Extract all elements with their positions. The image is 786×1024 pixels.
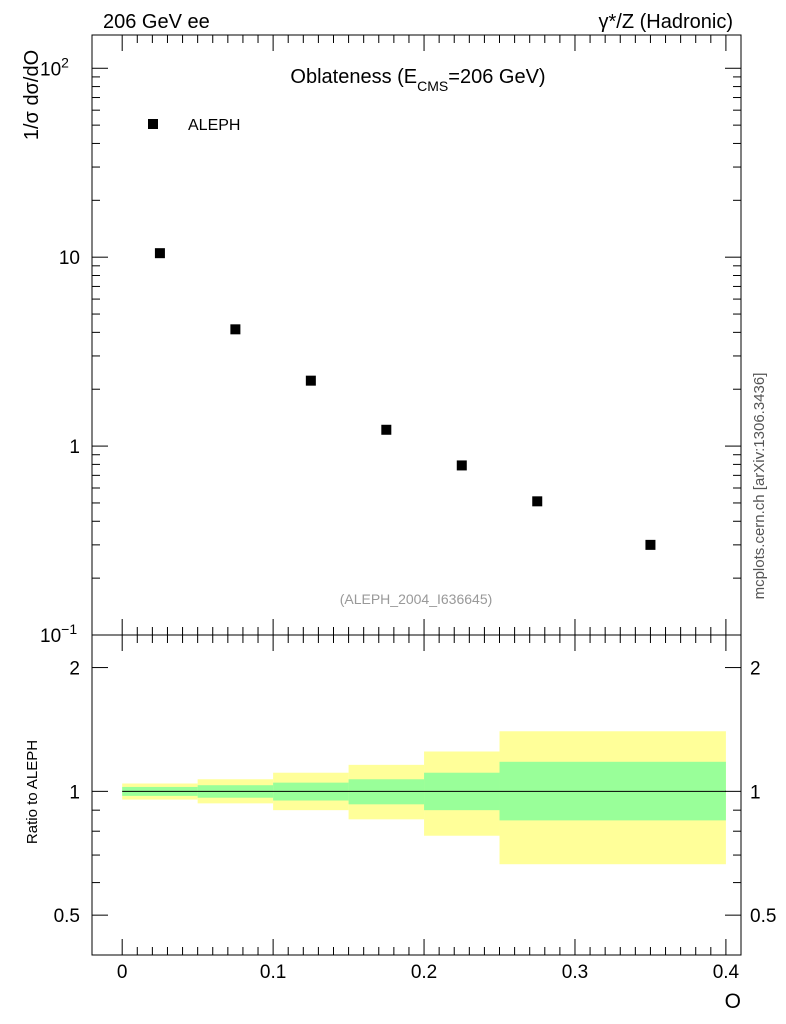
legend-entry-aleph: ALEPH	[188, 117, 240, 134]
legend: ALEPH	[148, 117, 240, 134]
data-point-aleph	[305, 375, 316, 386]
main-y-axis-ticks: 10−1 1 10 102	[40, 54, 741, 647]
x-axis-label: O	[725, 990, 741, 1013]
main-y-tick-label: 102	[40, 54, 69, 80]
ratio-x-axis-ticks: 0 0.1 0.2 0.3 0.4	[117, 635, 740, 983]
main-plot-panel: 10−1 1 10 102 Oblateness (ECMS=206 GeV) 1/σ…	[21, 34, 742, 647]
ratio-y-axis-ticks: 0.5 0.5 1 1 2 2	[54, 659, 776, 956]
x-tick-label: 0.1	[260, 962, 286, 983]
data-point-aleph	[532, 496, 543, 507]
x-tick-label: 0.3	[562, 962, 588, 983]
header-left-label: 206 GeV ee	[103, 11, 210, 33]
ratio-uncertainty-bands	[122, 731, 726, 865]
watermark: mcplots.cern.ch [arXiv:1306.3436]	[751, 373, 768, 600]
ratio-plot-frame	[91, 634, 742, 956]
legend-marker	[148, 119, 158, 129]
data-point-aleph	[381, 424, 392, 435]
data-point-aleph	[230, 324, 241, 335]
main-data-points	[154, 248, 656, 550]
ratio-y-axis-label: Ratio to ALEPH	[24, 740, 41, 844]
main-y-tick-label: 10−1	[40, 621, 77, 647]
ratio-y-tick-label-left: 1	[69, 782, 80, 803]
analysis-tag: (ALEPH_2004_I636645)	[340, 591, 493, 607]
main-y-axis-label: 1/σ dσ/dO	[21, 50, 43, 140]
ratio-plot-panel: 0.5 0.51 12 2 0 0.1 0.2 0.3 0.4 Ratio to ALEPH …	[24, 634, 776, 1013]
data-point-aleph	[154, 248, 165, 259]
data-point-aleph	[456, 460, 467, 471]
ratio-y-tick-label-right: 1	[750, 782, 761, 803]
ratio-y-tick-label-right: 2	[750, 659, 761, 680]
main-x-axis-ticks	[121, 35, 727, 635]
x-tick-label: 0	[117, 962, 128, 983]
main-title: Oblateness (ECMS=206 GeV)	[290, 66, 545, 94]
main-y-tick-label: 10	[59, 248, 80, 269]
main-y-tick-label: 1	[69, 437, 80, 458]
ratio-y-tick-label-right: 0.5	[750, 906, 776, 927]
ratio-y-tick-label-left: 2	[69, 659, 80, 680]
header-right-label: γ*/Z (Hadronic)	[599, 11, 733, 33]
ratio-y-tick-label-left: 0.5	[54, 906, 80, 927]
x-tick-label: 0.4	[713, 962, 740, 983]
data-point-aleph	[645, 539, 656, 550]
x-tick-label: 0.2	[411, 962, 437, 983]
